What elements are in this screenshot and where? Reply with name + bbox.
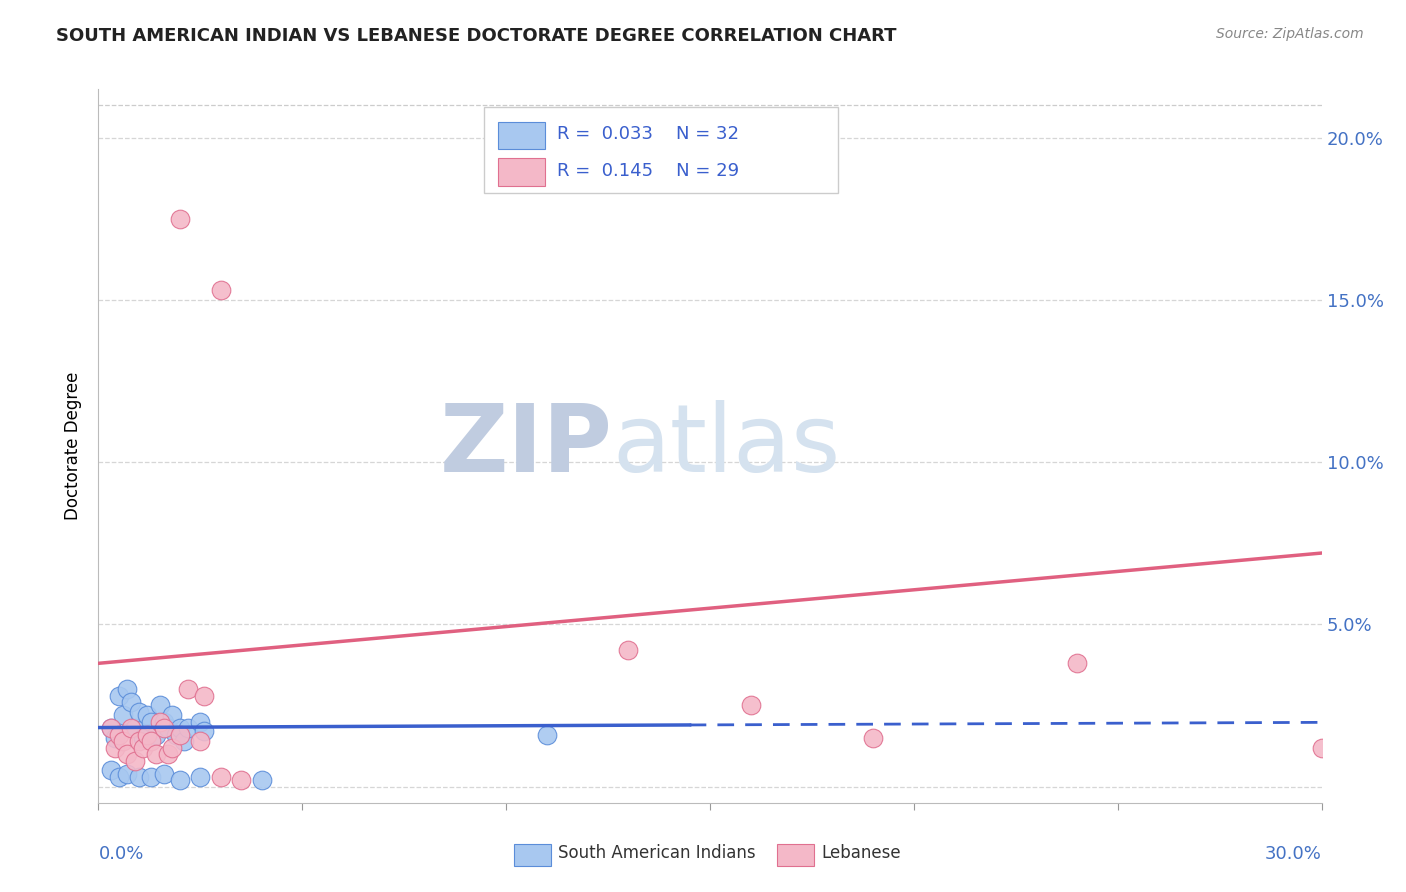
Bar <box>498 121 546 149</box>
Point <box>100 764 122 778</box>
Point <box>141 734 163 748</box>
Point <box>250 773 273 788</box>
Point <box>188 714 212 729</box>
Point <box>156 721 179 735</box>
Point <box>193 724 215 739</box>
Point <box>145 728 167 742</box>
Point <box>108 728 131 742</box>
Point <box>177 721 200 735</box>
Bar <box>515 844 551 865</box>
Point <box>231 773 253 788</box>
Point <box>120 695 142 709</box>
Point <box>141 714 163 729</box>
Text: R =  0.033    N = 32: R = 0.033 N = 32 <box>557 126 740 144</box>
Point <box>108 770 131 784</box>
Point <box>100 721 122 735</box>
Point <box>136 728 159 742</box>
Text: Lebanese: Lebanese <box>821 844 901 862</box>
Text: 30.0%: 30.0% <box>1265 845 1322 863</box>
Point <box>132 740 155 755</box>
Point <box>188 734 212 748</box>
Point <box>165 728 187 742</box>
Point <box>169 728 191 742</box>
Bar <box>498 159 546 186</box>
FancyBboxPatch shape <box>484 107 838 193</box>
Text: Source: ZipAtlas.com: Source: ZipAtlas.com <box>1216 27 1364 41</box>
Point <box>209 283 232 297</box>
Text: 0.0%: 0.0% <box>98 845 143 863</box>
Point <box>169 211 191 226</box>
Point <box>617 643 640 657</box>
Text: SOUTH AMERICAN INDIAN VS LEBANESE DOCTORATE DEGREE CORRELATION CHART: SOUTH AMERICAN INDIAN VS LEBANESE DOCTOR… <box>56 27 897 45</box>
Point <box>209 770 232 784</box>
Point <box>152 714 174 729</box>
Point <box>124 754 146 768</box>
Point <box>111 734 134 748</box>
Text: South American Indians: South American Indians <box>558 844 756 862</box>
Point <box>128 705 150 719</box>
Point <box>111 708 134 723</box>
Point <box>149 714 172 729</box>
Point <box>124 721 146 735</box>
Point <box>173 734 195 748</box>
Text: ZIP: ZIP <box>439 400 612 492</box>
Text: R =  0.145    N = 29: R = 0.145 N = 29 <box>557 162 740 180</box>
Point <box>141 770 163 784</box>
Point <box>149 698 172 713</box>
Point <box>193 689 215 703</box>
Point <box>128 770 150 784</box>
Point <box>104 740 127 755</box>
Point <box>188 770 212 784</box>
Point <box>104 731 127 745</box>
Bar <box>778 844 814 865</box>
Point <box>128 734 150 748</box>
Point <box>115 766 138 780</box>
Point <box>1310 740 1333 755</box>
Point <box>169 721 191 735</box>
Point <box>169 773 191 788</box>
Point <box>115 682 138 697</box>
Text: atlas: atlas <box>612 400 841 492</box>
Point <box>108 689 131 703</box>
Y-axis label: Doctorate Degree: Doctorate Degree <box>63 372 82 520</box>
Point <box>740 698 762 713</box>
Point <box>152 766 174 780</box>
Point <box>160 708 183 723</box>
Point <box>536 728 558 742</box>
Point <box>136 708 159 723</box>
Point <box>120 721 142 735</box>
Point <box>132 731 155 745</box>
Point <box>1066 657 1088 671</box>
Point <box>145 747 167 761</box>
Point <box>115 747 138 761</box>
Point <box>156 747 179 761</box>
Point <box>100 721 122 735</box>
Point <box>152 721 174 735</box>
Point <box>177 682 200 697</box>
Point <box>160 740 183 755</box>
Point <box>862 731 884 745</box>
